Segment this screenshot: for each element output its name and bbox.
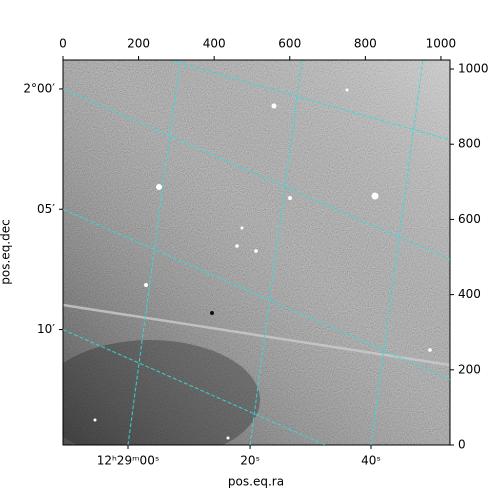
grid-line <box>63 329 327 445</box>
grid-line <box>63 208 450 381</box>
y-tick-label: 0 <box>458 438 466 452</box>
ra-tick-label: 40ˢ <box>361 454 381 468</box>
ra-tick-label: 20ˢ <box>240 454 260 468</box>
y-tick-label: 1000 <box>458 62 489 76</box>
x-axis-label: pos.eq.ra <box>228 475 284 489</box>
grid-line <box>7 60 59 445</box>
x-tick-label: 1000 <box>426 37 457 51</box>
axes-frame <box>62 59 451 446</box>
grid-line <box>63 88 450 260</box>
y-tick-label: 600 <box>458 212 481 226</box>
y-tick-label: 400 <box>458 287 481 301</box>
dec-tick-label: 10′ <box>37 322 55 336</box>
y-tick-label: 200 <box>458 362 481 376</box>
x-tick-label: 600 <box>278 37 301 51</box>
x-tick-label: 200 <box>127 37 150 51</box>
x-tick-label: 0 <box>59 37 67 51</box>
grid-lines <box>63 60 450 445</box>
grid-line <box>166 60 450 141</box>
grid-line <box>370 60 424 445</box>
sky-image <box>7 60 450 445</box>
dec-tick-label: 05′ <box>37 202 55 216</box>
x-tick-label: 800 <box>354 37 377 51</box>
dec-tick-label: 2°00′ <box>23 81 55 95</box>
x-tick-label: 400 <box>203 37 226 51</box>
y-tick-label: 800 <box>458 137 481 151</box>
grid-line <box>127 60 181 445</box>
ra-tick-label: 12ʰ29ᵐ00ˢ <box>97 454 160 468</box>
grid-line <box>249 60 303 445</box>
y-axis-label: pos.eq.dec <box>0 219 13 284</box>
